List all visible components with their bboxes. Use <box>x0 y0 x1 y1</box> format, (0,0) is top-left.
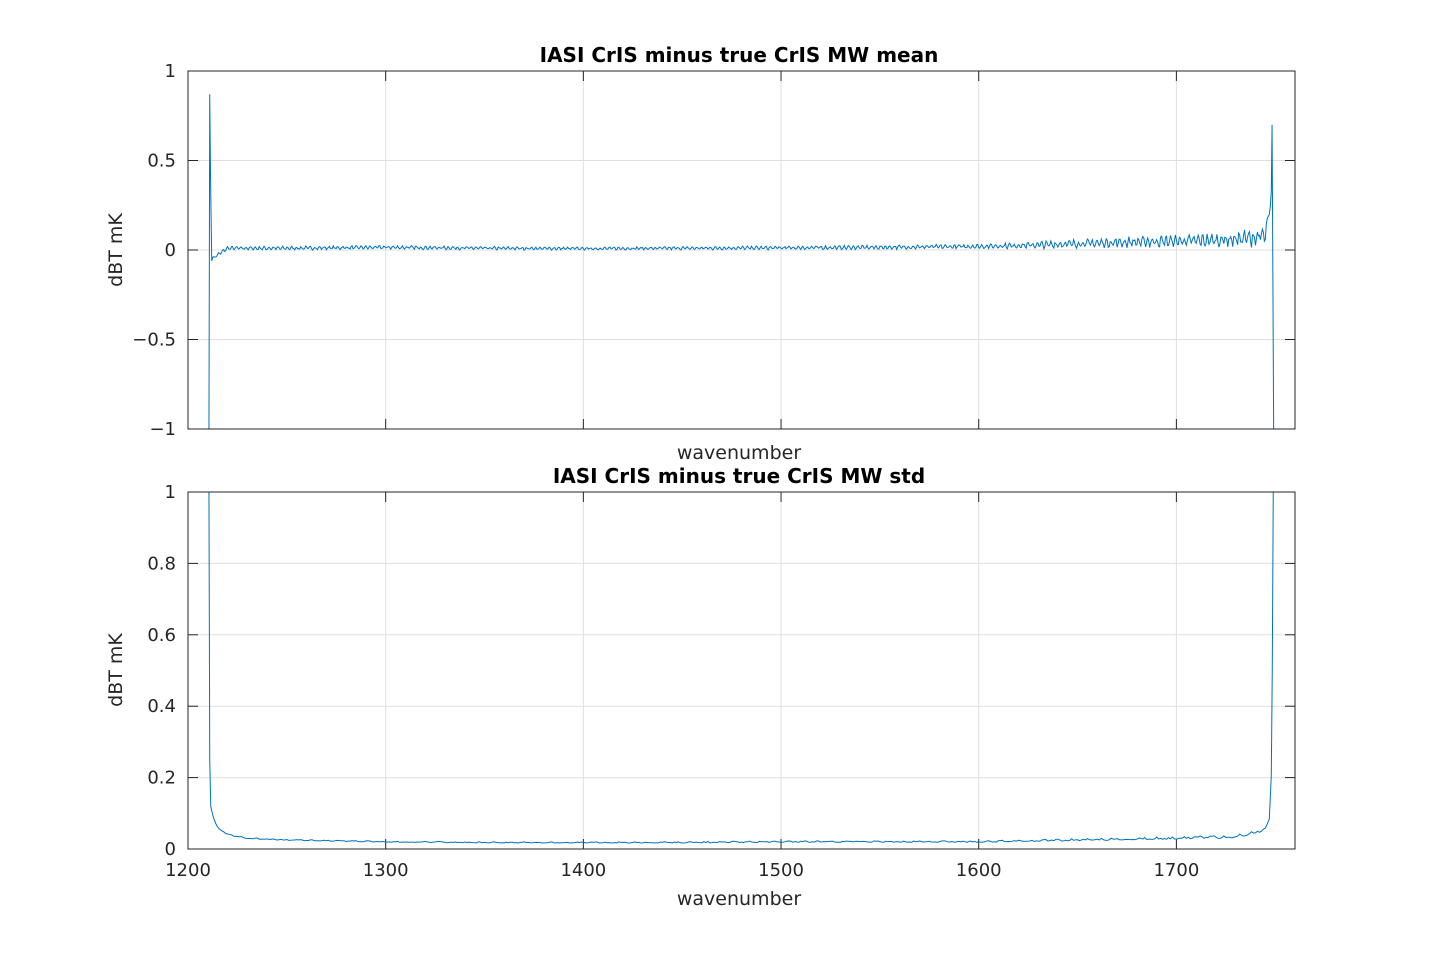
std-y-tick-label: 1 <box>165 482 176 503</box>
mean-y-tick-label: 1 <box>165 61 176 82</box>
std-x-tick-label: 1300 <box>363 860 409 881</box>
std-y-ticks: 0 0.2 0.4 0.6 0.8 1 <box>147 482 1295 860</box>
mean-y-tick-label: −0.5 <box>132 330 176 351</box>
std-x-tick-label: 1500 <box>758 860 804 881</box>
std-y-tick-label: 0 <box>165 839 176 860</box>
mean-axes: IASI CrIS minus true CrIS MW mean wavenu… <box>105 43 1296 464</box>
mean-x-axis-label: wavenumber <box>677 442 801 464</box>
std-chart-title: IASI CrIS minus true CrIS MW std <box>553 464 925 488</box>
mean-axes-box <box>187 70 1296 430</box>
mean-y-axis-label: dBT mK <box>105 213 127 287</box>
std-y-tick-label: 0.6 <box>147 625 176 646</box>
mean-y-tick-label: −1 <box>149 419 176 440</box>
std-x-tick-label: 1600 <box>956 860 1002 881</box>
std-x-tick-label: 1700 <box>1153 860 1199 881</box>
std-y-tick-label: 0.8 <box>147 553 176 574</box>
std-grid <box>187 491 1295 850</box>
std-y-tick-label: 0.4 <box>147 696 176 717</box>
std-axes-box <box>187 491 1296 850</box>
mean-chart-title: IASI CrIS minus true CrIS MW mean <box>540 43 939 67</box>
mean-y-tick-label: 0 <box>165 240 176 261</box>
std-series-line <box>208 491 1274 844</box>
std-x-tick-label: 1400 <box>560 860 606 881</box>
std-y-tick-label: 0.2 <box>147 768 176 789</box>
std-x-ticks: 1200 1300 1400 1500 1600 1700 <box>165 492 1199 881</box>
std-axes: IASI CrIS minus true CrIS MW std wavenum… <box>105 464 1296 910</box>
std-x-axis-label: wavenumber <box>677 888 801 910</box>
std-x-tick-label: 1200 <box>165 860 211 881</box>
mean-grid <box>187 70 1295 430</box>
mean-y-tick-label: 0.5 <box>147 151 176 172</box>
mean-x-ticks <box>187 71 1177 429</box>
std-y-axis-label: dBT mK <box>105 633 127 707</box>
mean-series-line <box>208 94 1275 430</box>
